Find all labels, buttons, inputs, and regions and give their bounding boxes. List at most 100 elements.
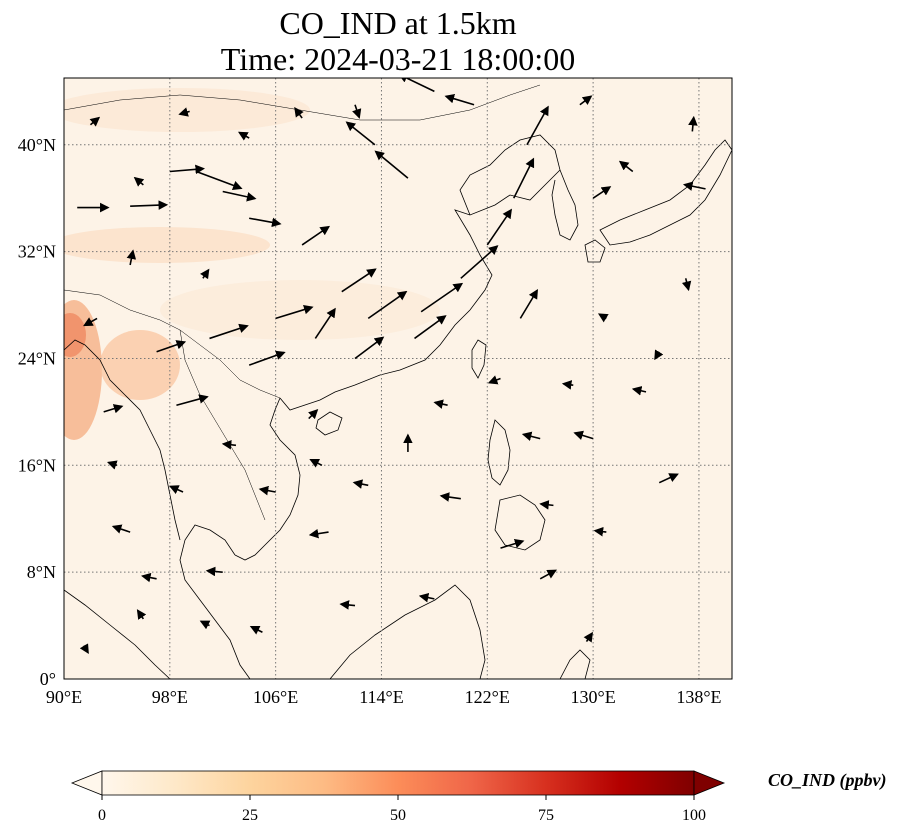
wind-arrow — [168, 485, 184, 495]
wind-arrow — [397, 78, 435, 93]
wind-arrow — [249, 217, 282, 228]
wind-arrow — [439, 492, 461, 502]
wind-arrow — [688, 115, 698, 132]
lat-tick-label: 8°N — [27, 562, 56, 582]
border-indochina — [179, 329, 266, 521]
wind-arrow — [275, 304, 314, 320]
map-subtitle-time: Time: 2024-03-21 18:00:00 — [220, 41, 576, 77]
wind-arrow — [487, 375, 501, 385]
wind-arrow — [141, 572, 157, 583]
wind-arrow — [631, 386, 647, 396]
colorbar-extend-max — [693, 770, 726, 796]
co-plume-myanmar — [100, 330, 180, 400]
lat-tick-label: 0° — [40, 669, 56, 689]
colorbar-tick-label: 50 — [390, 807, 406, 824]
wind-arrow — [374, 150, 409, 179]
coastlines — [64, 84, 732, 679]
lat-tick-label: 40°N — [18, 135, 56, 155]
wind-arrow — [89, 116, 101, 127]
wind-arrow — [308, 528, 329, 539]
co-concentration-field — [64, 88, 440, 440]
wind-arrow — [111, 524, 131, 534]
wind-arrow — [156, 340, 187, 353]
wind-arrow — [519, 289, 538, 319]
wind-arrow — [237, 131, 250, 141]
wind-arrow — [248, 350, 286, 366]
wind-arrow — [126, 249, 137, 266]
wind-arrow — [583, 631, 593, 643]
coast-sulawesi — [559, 649, 591, 679]
wind-arrow — [513, 157, 535, 199]
coast-borneo — [329, 584, 486, 679]
colorbar-gradient — [101, 770, 695, 796]
wind-arrow — [521, 431, 541, 441]
map-panel — [63, 77, 733, 680]
colorbar-tick-label: 75 — [538, 807, 554, 824]
wind-arrow — [592, 186, 612, 199]
wind-vectors — [77, 78, 706, 654]
lon-tick-label: 98°E — [152, 687, 188, 707]
lon-tick-label: 130°E — [571, 687, 616, 707]
coast-philippines-luzon — [487, 419, 511, 486]
wind-arrow — [106, 460, 118, 470]
colorbar-tick-label: 25 — [242, 807, 258, 824]
wind-arrow — [444, 94, 475, 106]
wind-arrow — [249, 625, 263, 635]
wind-arrow — [136, 609, 147, 620]
wind-arrow — [341, 268, 377, 293]
map-frame — [63, 77, 733, 680]
lon-tick-label: 90°E — [46, 687, 82, 707]
co-band-north — [64, 88, 310, 132]
wind-arrow — [133, 176, 145, 187]
wind-arrow — [418, 592, 435, 603]
wind-arrow — [345, 121, 376, 146]
wind-arrow — [200, 268, 210, 280]
lat-tick-label: 32°N — [18, 242, 56, 262]
wind-arrow — [301, 225, 331, 246]
lon-tick-label: 106°E — [253, 687, 298, 707]
lon-tick-labels: 90°E 98°E 106°E 114°E 122°E 130°E 138°E — [46, 687, 722, 707]
wind-arrow — [597, 313, 609, 323]
wind-arrow — [433, 399, 448, 409]
lon-tick-label: 138°E — [676, 687, 721, 707]
wind-arrow — [654, 349, 664, 361]
coast-sumatra — [64, 589, 171, 679]
wind-arrow — [354, 336, 385, 360]
wind-arrow — [682, 181, 706, 191]
coast-japan-honshu — [599, 139, 732, 246]
lat-tick-labels: 0° 8°N 16°N 24°N 32°N 40°N — [18, 135, 56, 689]
colorbar: 0 25 50 75 100 — [70, 770, 726, 824]
wind-arrow — [367, 290, 408, 320]
wind-arrow — [103, 404, 124, 414]
colorbar-ticks: 0 25 50 75 100 — [98, 795, 706, 824]
wind-arrow — [205, 566, 223, 577]
border-mongolia — [64, 84, 541, 121]
wind-arrow — [209, 323, 249, 340]
coast-taiwan — [471, 339, 487, 379]
wind-arrow — [500, 538, 525, 549]
coast-china-east — [279, 169, 561, 411]
wind-arrow — [539, 500, 554, 510]
wind-arrow — [195, 170, 243, 190]
lat-tick-label: 24°N — [18, 348, 56, 368]
wind-arrow — [486, 208, 512, 246]
coast-japan-kyushu — [584, 239, 606, 263]
coast-vietnam — [234, 397, 301, 561]
wind-arrow — [294, 106, 304, 119]
lon-tick-label: 114°E — [359, 687, 404, 707]
border-china-inland — [64, 289, 281, 399]
wind-arrow — [658, 473, 679, 484]
wind-arrow — [169, 164, 206, 175]
wind-arrow — [352, 104, 362, 119]
lon-tick-label: 122°E — [465, 687, 510, 707]
colorbar-extend-min — [70, 770, 103, 796]
co-plume-west-core — [64, 313, 86, 357]
wind-arrow — [460, 245, 499, 279]
coast-bohai — [459, 134, 561, 216]
wind-arrow — [573, 430, 594, 440]
wind-arrow — [199, 620, 211, 630]
wind-arrow — [314, 307, 336, 339]
wind-arrow — [352, 479, 369, 489]
wind-arrow — [414, 315, 447, 340]
